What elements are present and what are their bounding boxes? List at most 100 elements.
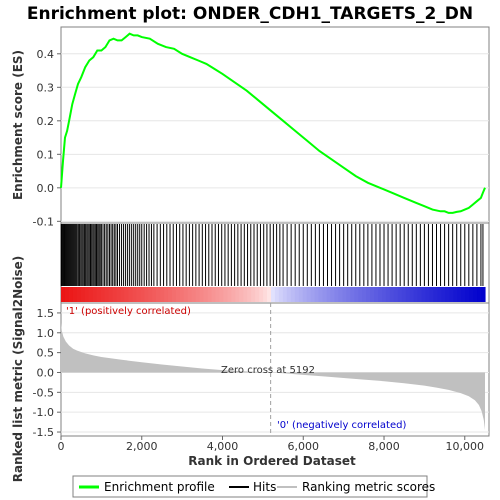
- rank-color-cell: [88, 287, 94, 302]
- rank-color-cell: [401, 287, 407, 302]
- rank-color-cell: [68, 287, 74, 302]
- rank-color-cell: [80, 287, 86, 302]
- metric-y-tick-label: -0.5: [33, 386, 54, 399]
- rank-color-cell: [358, 287, 363, 302]
- rank-color-cell: [219, 287, 225, 302]
- rank-color-cell: [128, 287, 133, 302]
- rank-color-cell: [421, 287, 427, 302]
- x-tick-label: 6,000: [288, 440, 320, 453]
- metric-y-tick-label: 1.0: [37, 327, 55, 340]
- rank-color-cell: [374, 287, 379, 302]
- rank-color-cell: [445, 287, 450, 302]
- rank-color-cell: [377, 287, 383, 302]
- rank-color-cell: [278, 287, 284, 302]
- rank-color-cell: [274, 287, 280, 302]
- rank-color-cell: [239, 287, 244, 302]
- es-y-tick-label: -0.1: [33, 215, 54, 228]
- rank-color-cell: [393, 287, 399, 302]
- rank-color-cell: [72, 287, 78, 302]
- rank-color-cell: [179, 287, 185, 302]
- rank-color-cell: [429, 287, 435, 302]
- es-y-tick-label: 0.3: [37, 81, 55, 94]
- metric-y-tick-label: -1.0: [33, 406, 54, 419]
- rank-color-cell: [104, 287, 110, 302]
- rank-color-cell: [346, 287, 351, 302]
- rank-color-cell: [338, 287, 343, 302]
- zero-cross-note: Zero cross at 5192: [221, 365, 315, 376]
- metric-y-tick-label: 0.0: [37, 366, 55, 379]
- rank-color-cell: [203, 287, 209, 302]
- legend-label-hits: Hits: [253, 480, 276, 494]
- rank-color-cell: [271, 287, 276, 302]
- enrichment-score-panel: -0.1 0.0 0.1 0.2 0.3 0.4 Enrichment score (ES…: [11, 26, 490, 228]
- x-tick-label: 4,000: [207, 440, 239, 453]
- rank-color-cell: [231, 287, 236, 302]
- rank-color-cell: [136, 287, 141, 302]
- x-axis-label: Rank in Ordered Dataset: [188, 454, 356, 468]
- rank-color-cell: [354, 287, 359, 302]
- rank-color-cell: [61, 287, 66, 302]
- rank-color-cell: [215, 287, 221, 302]
- rank-color-cell: [457, 287, 462, 302]
- metric-y-tick-label: 0.5: [37, 347, 55, 360]
- rank-color-cell: [251, 287, 256, 302]
- rank-color-cell: [247, 287, 252, 302]
- metric-y-axis-ticks: -1.5 -1.0 -0.5 0.0 0.5 1.0 1.5: [33, 307, 61, 439]
- metric-x-axis-ticks: 0 2,000 4,000 6,000 8,000 10,000: [58, 436, 485, 453]
- x-tick-label: 8,000: [368, 440, 400, 453]
- rank-color-cell: [385, 287, 391, 302]
- rank-color-cell: [156, 287, 161, 302]
- rank-color-cell: [473, 287, 478, 302]
- rank-color-cell: [441, 287, 446, 302]
- rank-color-cell: [132, 287, 137, 302]
- rank-color-cell: [362, 287, 367, 302]
- rank-color-cell: [433, 287, 439, 302]
- rank-color-cell: [255, 287, 260, 302]
- legend-label-ranking: Ranking metric scores: [302, 480, 435, 494]
- rank-color-cell: [144, 287, 149, 302]
- legend-label-enrichment: Enrichment profile: [104, 480, 215, 494]
- rank-color-cell: [449, 287, 454, 302]
- rank-color-cell: [465, 287, 470, 302]
- rank-color-cell: [96, 287, 102, 302]
- rank-color-cell: [314, 287, 320, 302]
- rank-color-cell: [370, 287, 375, 302]
- rank-color-cell: [191, 287, 197, 302]
- rank-color-cell: [310, 287, 316, 302]
- es-gridlines: [61, 53, 489, 222]
- es-y-tick-label: 0.0: [37, 182, 55, 195]
- rank-color-cell: [112, 287, 118, 302]
- rank-color-cell: [207, 287, 213, 302]
- rank-color-cell: [116, 287, 122, 302]
- rank-color-cell: [342, 287, 347, 302]
- es-y-tick-label: 0.4: [37, 48, 55, 61]
- rank-color-cell: [318, 287, 324, 302]
- rank-color-cell: [183, 287, 189, 302]
- positive-correlation-note: '1' (positively correlated): [66, 306, 191, 317]
- es-plot-frame: [60, 26, 490, 224]
- metric-y-axis-label: Ranked list metric (Signal2Noise): [11, 256, 25, 483]
- chart-title: Enrichment plot: ONDER_CDH1_TARGETS_2_DN: [27, 4, 473, 24]
- rank-color-cell: [461, 287, 466, 302]
- metric-gridlines: [61, 312, 489, 433]
- rank-color-cell: [64, 287, 70, 302]
- legend-box: [72, 475, 428, 498]
- es-y-axis-ticks: -0.1 0.0 0.1 0.2 0.3 0.4: [33, 48, 61, 228]
- rank-color-cell: [322, 287, 328, 302]
- rank-color-cell: [405, 287, 411, 302]
- rank-color-cell: [195, 287, 201, 302]
- rank-color-cell: [425, 287, 431, 302]
- hits-panel: [60, 222, 490, 304]
- rank-color-cell: [160, 287, 165, 302]
- ranking-metric-area: [61, 322, 485, 430]
- enrichment-profile-line: [60, 32, 486, 214]
- rank-color-cell: [92, 287, 98, 302]
- rank-color-cell: [334, 287, 339, 302]
- rank-color-cell: [164, 287, 169, 302]
- negative-correlation-note: '0' (negatively correlated): [277, 420, 406, 431]
- x-tick-label: 10,000: [446, 440, 485, 453]
- metric-y-tick-label: 1.5: [37, 307, 55, 320]
- rank-color-cell: [267, 287, 272, 302]
- rank-color-cell: [481, 287, 486, 302]
- rank-color-cell: [290, 287, 296, 302]
